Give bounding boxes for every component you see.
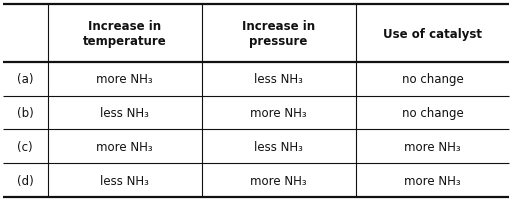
Text: Increase in
pressure: Increase in pressure (242, 20, 315, 48)
Text: no change: no change (401, 73, 463, 86)
Text: more NH₃: more NH₃ (250, 174, 307, 187)
Text: less NH₃: less NH₃ (100, 174, 149, 187)
Text: (c): (c) (17, 140, 33, 153)
Text: less NH₃: less NH₃ (254, 73, 303, 86)
Text: no change: no change (401, 106, 463, 119)
Text: more NH₃: more NH₃ (96, 140, 153, 153)
Text: (d): (d) (17, 174, 33, 187)
Text: Increase in
temperature: Increase in temperature (83, 20, 166, 48)
Text: more NH₃: more NH₃ (250, 106, 307, 119)
Text: (b): (b) (17, 106, 33, 119)
Text: less NH₃: less NH₃ (100, 106, 149, 119)
Text: Use of catalyst: Use of catalyst (383, 27, 482, 40)
Text: less NH₃: less NH₃ (254, 140, 303, 153)
Text: more NH₃: more NH₃ (404, 174, 461, 187)
Text: more NH₃: more NH₃ (404, 140, 461, 153)
Text: (a): (a) (17, 73, 33, 86)
Text: more NH₃: more NH₃ (96, 73, 153, 86)
